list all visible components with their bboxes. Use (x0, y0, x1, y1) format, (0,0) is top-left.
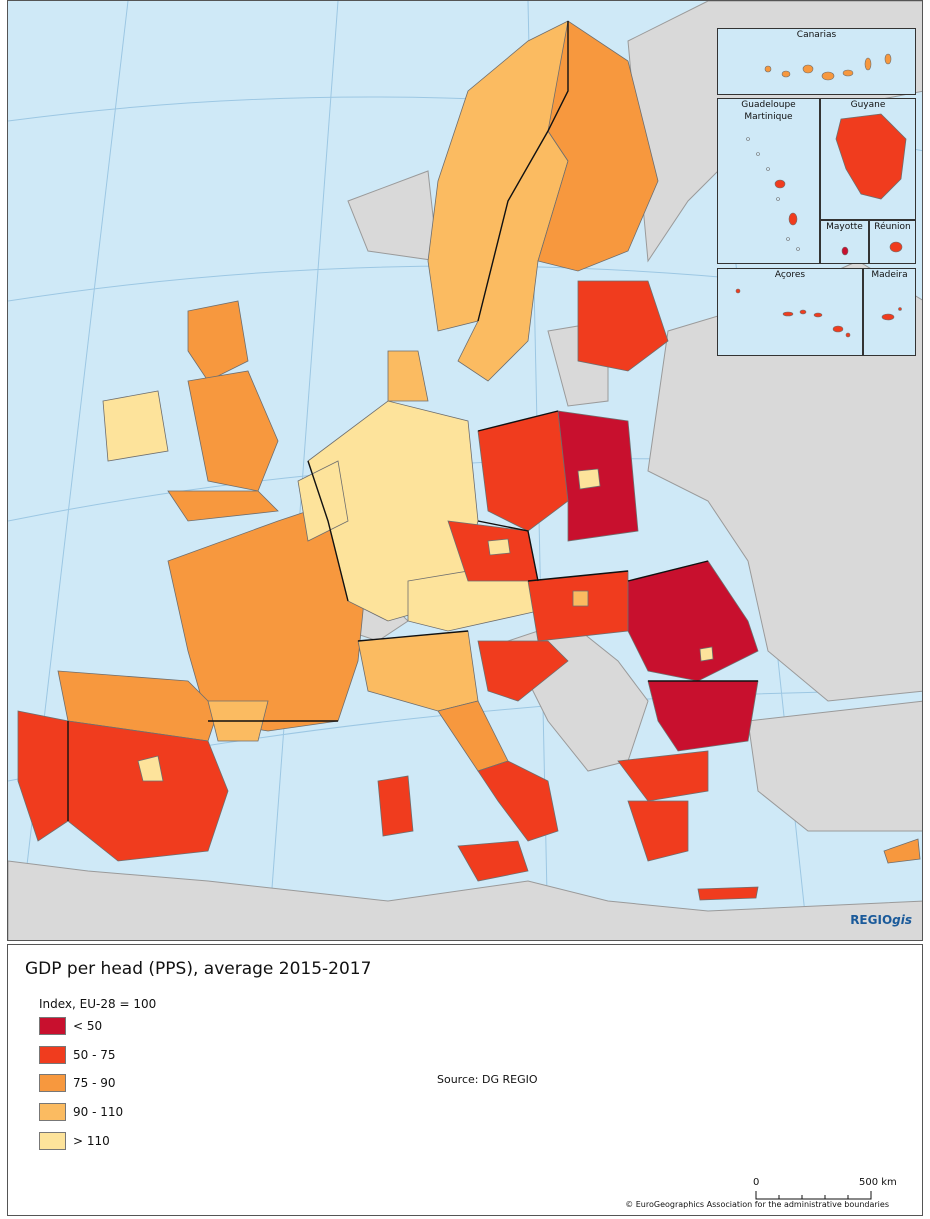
canarias-islands (764, 53, 892, 81)
inset-mayotte: Mayotte (820, 220, 869, 264)
antilles-islands (746, 137, 800, 251)
region-denmark (387, 350, 429, 402)
madeira-islands (881, 307, 902, 321)
legend-swatch (39, 1103, 66, 1121)
scale-ticks (755, 1191, 872, 1200)
region-italy-north (357, 630, 479, 712)
region-madrid (137, 755, 164, 782)
mayotte-shape (841, 246, 849, 256)
region-portugal (17, 710, 69, 842)
inset-acores: Açores (717, 268, 863, 356)
inset-label-guadeloupe: Guadeloupe (741, 100, 796, 110)
legend-label: < 50 (73, 1019, 103, 1033)
region-crete (697, 886, 759, 901)
scale-label-end: 500 km (859, 1177, 897, 1188)
guyane-shape (835, 113, 907, 200)
region-spain-north (57, 670, 219, 742)
legend-swatch (39, 1074, 66, 1092)
region-benelux (297, 460, 349, 542)
inset-canarias: Canarias (717, 28, 916, 95)
legend-swatch (39, 1046, 66, 1064)
reunion-shape (889, 241, 903, 253)
acores-islands (735, 288, 851, 338)
region-greece-north (617, 750, 709, 802)
legend-title: GDP per head (PPS), average 2015-2017 (25, 959, 372, 979)
region-sicily (457, 840, 529, 882)
legend-swatch (39, 1017, 66, 1035)
region-budapest (572, 590, 589, 607)
inset-label-madeira: Madeira (871, 270, 908, 280)
map-area: Canarias Guadeloupe Martinique Guyane (7, 0, 923, 941)
region-croatia (477, 640, 569, 702)
region-bulgaria (647, 680, 759, 752)
legend-label: 90 - 110 (73, 1105, 124, 1119)
scale-bar: 0 500 km (753, 1177, 897, 1202)
region-romania (627, 560, 759, 682)
region-prague (487, 538, 511, 556)
region-greece-south (627, 800, 689, 862)
region-ireland (102, 390, 169, 462)
inset-label-canarias: Canarias (796, 30, 837, 40)
inset-madeira: Madeira (863, 268, 916, 356)
inset-label-mayotte: Mayotte (826, 222, 863, 232)
region-italy-center (437, 700, 509, 772)
inset-label-guyane: Guyane (850, 100, 886, 110)
inset-label-acores: Açores (774, 270, 806, 280)
scale-label-start: 0 (753, 1177, 760, 1188)
brand-suffix: gis (892, 913, 912, 927)
legend-label: 75 - 90 (73, 1076, 116, 1090)
region-cyprus (883, 838, 921, 864)
regiogis-brand: REGIOgis (850, 913, 912, 927)
inset-label-reunion: Réunion (874, 222, 911, 232)
inset-guyane: Guyane (820, 98, 916, 220)
region-warsaw (577, 468, 601, 490)
legend-swatch (39, 1132, 66, 1150)
region-bucharest (699, 646, 714, 662)
region-baltic (577, 280, 669, 372)
region-sardinia (377, 775, 414, 837)
national-borders (67, 21, 758, 821)
inset-reunion: Réunion (869, 220, 916, 264)
brand-main: REGIO (850, 913, 893, 927)
legend-label: 50 - 75 (73, 1048, 116, 1062)
inset-label-martinique: Martinique (744, 112, 793, 122)
eu-regions (17, 20, 921, 901)
legend-panel: GDP per head (PPS), average 2015-2017 In… (7, 944, 923, 1216)
region-uk-north (187, 300, 249, 382)
region-italy-south (477, 760, 559, 842)
region-uk-south (167, 490, 279, 522)
copyright-note: © EuroGeographics Association for the ad… (625, 1200, 889, 1209)
legend-label: > 110 (73, 1134, 110, 1148)
region-poland-west (477, 410, 569, 532)
inset-guadeloupe-martinique: Guadeloupe Martinique (717, 98, 820, 264)
region-spain-south (67, 720, 229, 862)
main-map (8, 1, 922, 940)
legend-subtitle: Index, EU-28 = 100 (39, 997, 157, 1011)
region-uk-mid (187, 370, 279, 492)
source-note: Source: DG REGIO (437, 1073, 538, 1086)
